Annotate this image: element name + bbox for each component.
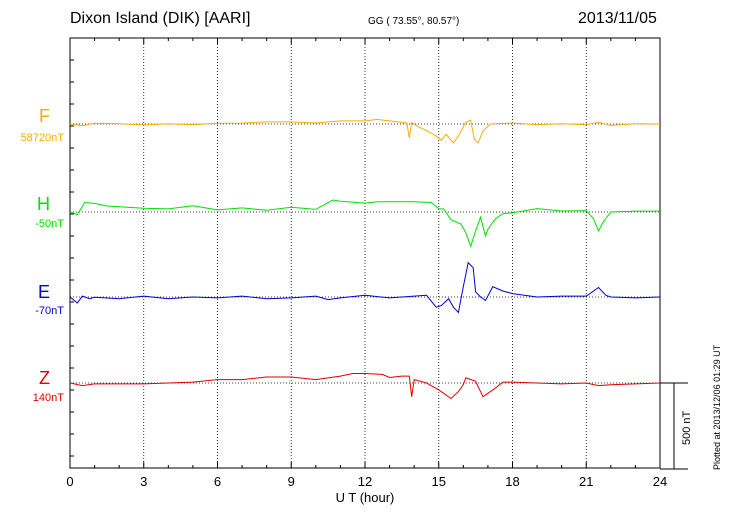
plotted-timestamp: Plotted at 2013/12/06 01:29 UT bbox=[712, 344, 722, 470]
x-tick-label: 21 bbox=[579, 474, 593, 489]
baseline-h: -50nT bbox=[35, 218, 64, 230]
x-tick-label: 12 bbox=[358, 474, 372, 489]
plot-date: 2013/11/05 bbox=[578, 10, 657, 27]
baseline-e: -70nT bbox=[35, 305, 64, 317]
x-tick-label: 24 bbox=[653, 474, 667, 489]
x-tick-label: 15 bbox=[432, 474, 446, 489]
series-line-f bbox=[69, 118, 661, 144]
station-title: Dixon Island (DIK) [AARI] bbox=[70, 10, 251, 27]
station-coordinates: GG ( 73.55°, 80.57°) bbox=[368, 16, 460, 27]
x-tick-label: 0 bbox=[66, 474, 73, 489]
label-h: H bbox=[37, 194, 50, 214]
plot-frame bbox=[69, 37, 661, 469]
x-tick-label: 18 bbox=[505, 474, 519, 489]
x-tick-label: 3 bbox=[140, 474, 147, 489]
label-f: F bbox=[39, 106, 50, 126]
baseline-f: 58720nT bbox=[20, 132, 64, 144]
scale-bar-label: 500 nT bbox=[681, 410, 693, 445]
x-tick-label: 6 bbox=[214, 474, 221, 489]
label-e: E bbox=[37, 282, 50, 302]
series-line-e bbox=[69, 261, 661, 314]
label-z: Z bbox=[39, 368, 50, 388]
x-tick-label: 9 bbox=[288, 474, 295, 489]
series-line-h bbox=[69, 199, 660, 248]
x-axis-label: U T (hour) bbox=[336, 490, 395, 505]
baseline-z: 140nT bbox=[32, 392, 64, 404]
series-line-z bbox=[69, 373, 661, 400]
